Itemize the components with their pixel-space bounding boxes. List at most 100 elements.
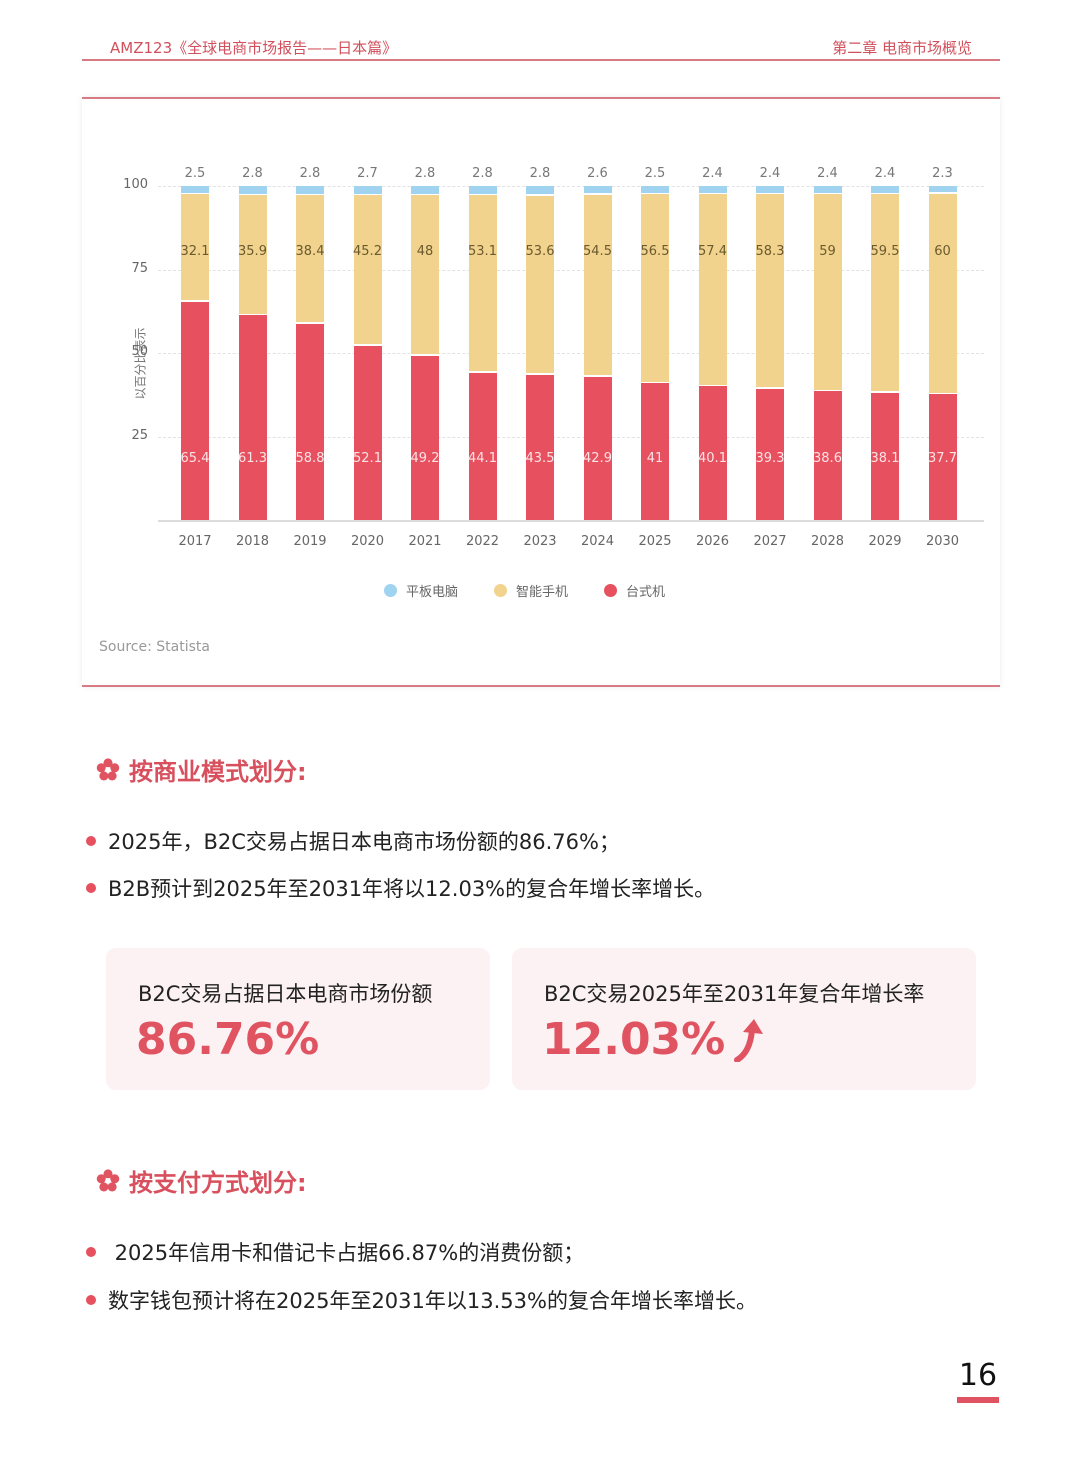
legend-dot-icon <box>384 584 397 597</box>
bullet-item: 数字钱包预计将在2025年至2031年以13.53%的复合年增长率增长。 <box>86 1285 757 1315</box>
segment-tablet <box>698 186 727 193</box>
chart-legend: 平板电脑 智能手机 台式机 <box>384 581 665 600</box>
bullet-item: 2025年，B2C交易占据日本电商市场份额的86.76%； <box>86 826 620 856</box>
x-tick-label: 2026 <box>695 534 730 549</box>
segment-smartphone <box>181 194 209 301</box>
y-tick-label: 50 <box>131 344 148 359</box>
label-tablet: 2.3 <box>932 166 953 181</box>
y-tick-label: 25 <box>131 427 148 443</box>
label-tablet: 2.5 <box>184 166 206 181</box>
segment-desktop <box>583 376 612 520</box>
x-axis <box>158 520 984 522</box>
label-smartphone: 54.5 <box>583 244 612 259</box>
label-smartphone: 48 <box>416 244 434 259</box>
bullet-dot <box>86 1295 96 1305</box>
legend-item-tablet: 平板电脑 <box>384 581 458 600</box>
label-tablet: 2.4 <box>874 166 896 181</box>
x-tick-label: 2018 <box>235 534 270 549</box>
legend-dot-icon <box>494 584 508 597</box>
label-smartphone: 32.1 <box>180 244 210 259</box>
label-tablet: 2.8 <box>299 166 321 181</box>
label-smartphone: 38.4 <box>295 244 325 259</box>
label-tablet: 2.8 <box>414 166 436 181</box>
segment-tablet <box>928 186 957 193</box>
y-tick-label: 75 <box>131 260 148 276</box>
bullet-dot <box>86 836 96 846</box>
segment-smartphone <box>928 193 957 393</box>
label-desktop: 40.1 <box>698 451 727 466</box>
x-tick-label: 2023 <box>523 534 557 549</box>
stat-value: 86.76% <box>136 1014 319 1065</box>
segment-smartphone <box>411 195 439 355</box>
x-tick-label: 2025 <box>638 534 672 549</box>
x-tick-label: 2027 <box>753 534 787 549</box>
label-tablet: 2.8 <box>472 166 493 181</box>
segment-tablet <box>756 186 784 193</box>
segment-tablet <box>296 186 324 194</box>
segment-desktop <box>296 323 324 520</box>
bullet-dot <box>86 883 96 893</box>
bullet-item: 2025年信用卡和借记卡占据66.87%的消费份额； <box>86 1237 584 1267</box>
label-tablet: 2.8 <box>529 166 551 181</box>
stat-card-b2c-cagr: B2C交易2025年至2031年复合年增长率 12.03% <box>512 948 976 1090</box>
label-tablet: 2.4 <box>702 166 723 181</box>
bullet-text: 2025年信用卡和借记卡占据66.87%的消费份额； <box>108 1241 585 1265</box>
x-tick-label: 2028 <box>810 534 845 549</box>
stat-value-text: 12.03% <box>542 1014 726 1065</box>
bullet-dot <box>86 1247 96 1257</box>
section-title-text: 按支付方式划分: <box>129 1169 307 1197</box>
chapter-title: 第二章 电商市场概览 <box>832 39 972 57</box>
label-desktop: 38.1 <box>870 451 900 466</box>
stat-label: B2C交易占据日本电商市场份额 <box>138 982 433 1006</box>
label-tablet: 2.6 <box>587 166 608 181</box>
segment-smartphone <box>641 194 669 382</box>
segment-desktop <box>238 315 267 520</box>
x-tick-label: 2030 <box>925 534 960 549</box>
segment-tablet <box>411 186 439 194</box>
label-tablet: 2.7 <box>357 166 378 181</box>
label-desktop: 65.4 <box>180 451 210 466</box>
chart-card: 以百分比表示 25 50 75 100 2.5 32.1 65.4 2017 2.8 35.9 61… <box>82 97 1000 687</box>
label-tablet: 2.8 <box>242 166 263 181</box>
y-tick-label: 100 <box>123 177 148 192</box>
header-divider <box>82 59 1000 61</box>
page-number: 16 <box>958 1358 998 1393</box>
segment-smartphone <box>698 194 727 385</box>
card-bottom-border <box>82 685 1000 687</box>
segment-tablet <box>813 186 842 193</box>
segment-smartphone <box>353 195 382 345</box>
label-desktop: 41 <box>646 451 664 466</box>
arrow-up-icon <box>734 1018 764 1062</box>
segment-tablet <box>353 186 382 194</box>
segment-desktop <box>353 345 382 520</box>
section-payment-method-title: 按支付方式划分: <box>95 1163 307 1198</box>
segment-desktop <box>928 394 957 520</box>
section-business-model-title: 按商业模式划分: <box>95 752 307 787</box>
segment-desktop <box>871 392 899 520</box>
segment-tablet <box>526 186 554 195</box>
x-tick-label: 2029 <box>868 534 902 549</box>
stat-value: 12.03% <box>542 1014 767 1065</box>
stat-value-text: 86.76% <box>136 1014 320 1065</box>
label-smartphone: 59.5 <box>870 244 900 259</box>
segment-tablet <box>583 186 612 194</box>
bullet-text: 数字钱包预计将在2025年至2031年以13.53%的复合年增长率增长。 <box>108 1289 757 1313</box>
legend-item-smartphone: 智能手机 <box>494 581 568 600</box>
segment-desktop <box>181 301 209 520</box>
x-tick-label: 2017 <box>178 534 212 549</box>
label-smartphone: 53.1 <box>468 244 497 259</box>
bullet-text: 2025年，B2C交易占据日本电商市场份额的86.76%； <box>108 830 620 854</box>
label-smartphone: 59 <box>819 244 836 259</box>
label-desktop: 44.1 <box>468 451 497 466</box>
segment-desktop <box>526 374 554 520</box>
label-desktop: 49.2 <box>410 451 440 466</box>
bullet-item: B2B预计到2025年至2031年将以12.03%的复合年增长率增长。 <box>86 873 715 903</box>
segment-smartphone <box>583 194 612 376</box>
x-tick-label: 2024 <box>580 534 615 549</box>
x-tick-label: 2022 <box>465 534 500 549</box>
stacked-bar-chart: 以百分比表示 25 50 75 100 2.5 32.1 65.4 2017 2.8 35.9 61… <box>82 97 1000 687</box>
legend-dot-icon <box>604 584 618 597</box>
gridline <box>158 269 984 271</box>
flower-icon <box>96 1168 120 1192</box>
segment-desktop <box>813 391 842 520</box>
